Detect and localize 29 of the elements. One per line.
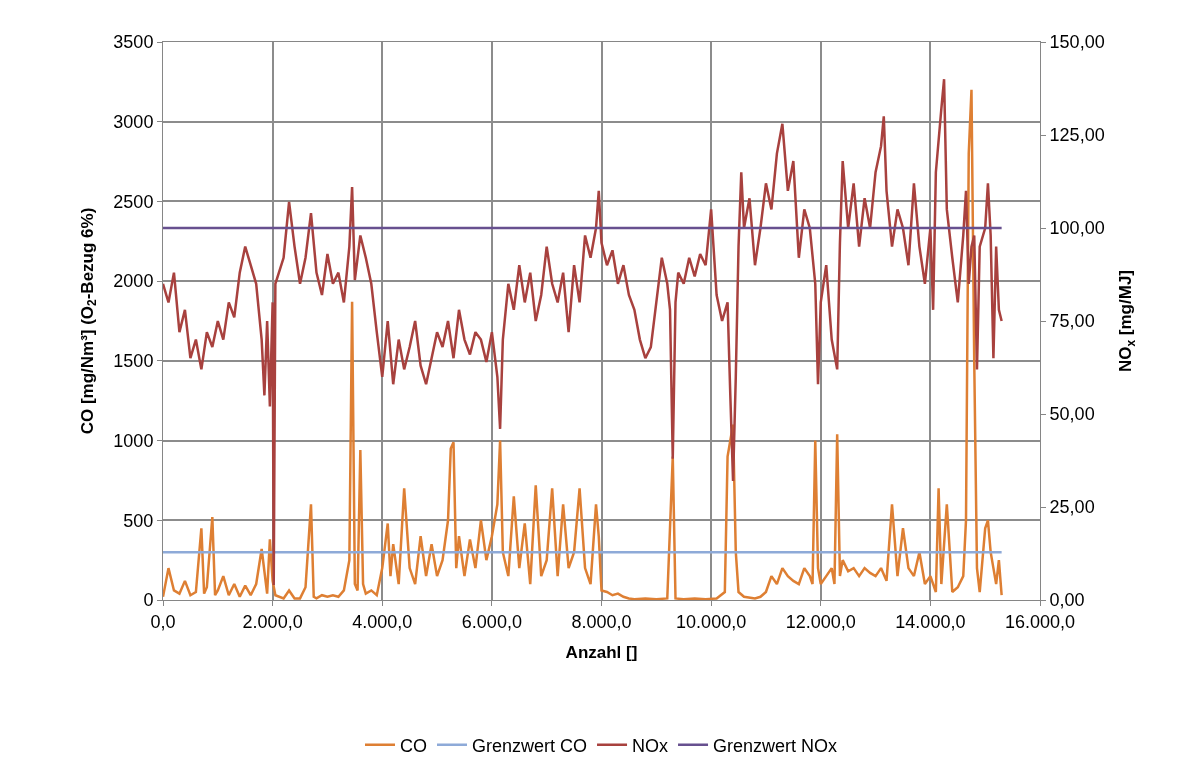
y-tick-label: 3500 xyxy=(113,32,154,53)
legend-label: Grenzwert CO xyxy=(472,735,588,756)
y-tick-label: 1500 xyxy=(113,351,154,372)
y-tick-label: 1000 xyxy=(113,430,154,451)
x-tick-label: 6.000,0 xyxy=(461,611,522,632)
y-tick-label: 500 xyxy=(123,510,154,531)
x-tick-label: 8.000,0 xyxy=(571,611,632,632)
y-tick-label: 3000 xyxy=(113,112,154,133)
legend-label: NOx xyxy=(632,735,669,756)
y2-tick-label: 50,00 xyxy=(1049,404,1095,425)
x-axis-title: Anzahl [] xyxy=(565,643,638,662)
legend-label: Grenzwert NOx xyxy=(713,735,838,756)
y-tick-label: 2500 xyxy=(113,191,154,212)
x-tick-label: 16.000,0 xyxy=(1004,611,1076,632)
y2-tick-label: 25,00 xyxy=(1049,497,1095,518)
y-tick-label: 2000 xyxy=(113,271,154,292)
x-tick-label: 4.000,0 xyxy=(352,611,413,632)
x-tick-label: 10.000,0 xyxy=(676,611,747,632)
y2-tick-label: 0,00 xyxy=(1049,590,1085,611)
x-tick-label: 0,0 xyxy=(150,611,176,632)
y-tick-label: 0 xyxy=(143,590,154,611)
y2-tick-label: 75,00 xyxy=(1049,311,1095,332)
y2-tick-label: 150,00 xyxy=(1049,32,1105,53)
x-tick-label: 14.000,0 xyxy=(895,611,966,632)
y2-tick-label: 125,00 xyxy=(1049,125,1105,146)
x-tick-label: 12.000,0 xyxy=(785,611,856,632)
y2-tick-label: 100,00 xyxy=(1049,218,1105,239)
legend-label: CO xyxy=(400,735,427,756)
x-tick-label: 2.000,0 xyxy=(242,611,303,632)
